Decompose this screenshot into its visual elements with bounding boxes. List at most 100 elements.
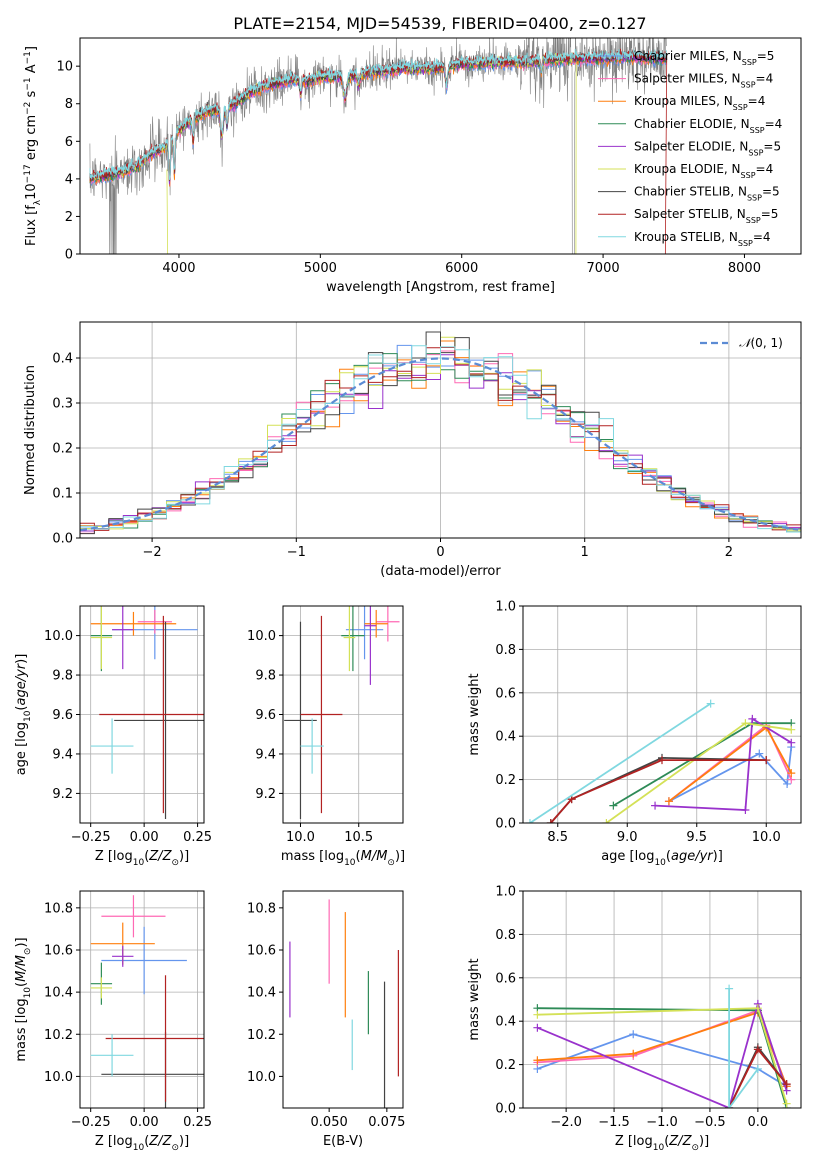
errorbar-point [376,606,400,642]
y-tick-label: 0.6 [495,971,516,986]
errorbar-point [364,606,377,685]
chart-spectrum: 4000 5000 6000 7000 8000 0 2 4 6 8 10 wavelength [A… [23,37,802,295]
weight-marker [782,1099,791,1108]
chart-mass-vs-z: −0.25 0.00 0.25 10.0 10.2 10.4 10.6 10.8 Z [log1… [14,890,212,1153]
weight-series [602,719,796,823]
y-tick-label: 9.2 [255,787,276,802]
weight-marker [706,699,715,708]
y-tick-label: 1.0 [495,600,516,615]
chart-weight-vs-age: 8.5 9.0 9.5 10.0 0.0 0.2 0.4 0.6 0.8 1.0 age [log1… [467,600,802,868]
x-tick-label: 0.00 [130,1115,159,1130]
weight-marker [753,1064,762,1073]
weight-marker [609,801,618,810]
chart-age-vs-z: −0.25 0.00 0.25 9.2 9.4 9.6 9.8 10.0 Z [log10(Z/… [14,605,212,868]
y-tick-label: 8 [65,97,73,112]
weight-marker [787,769,796,778]
y-tick-label: 9.8 [52,669,73,684]
errorbar-point [300,718,324,774]
y-tick-label: 0.0 [495,1102,516,1117]
axes-frame [79,37,802,255]
y-axis-label: Flux [fλ10−17 erg cm−2 s−1 A−1] [23,46,43,246]
errorbar-point [90,1034,134,1077]
x-axis-label: (data-model)/error [380,564,501,579]
x-tick-label: 5000 [304,261,337,276]
axes-frame [522,605,802,824]
y-tick-label: 0.4 [495,1015,516,1030]
weight-marker [664,797,673,806]
y-tick-label: 0.3 [52,397,73,412]
y-tick-label: 0.2 [495,1058,516,1073]
weight-marker [658,756,666,765]
errorbar-point [105,975,204,1102]
weight-marker [753,1004,762,1013]
legend-entry: Chabrier ELODIE, NSSP=4 [634,117,782,135]
weight-marker [755,749,764,758]
y-tick-label: 10.4 [44,986,73,1001]
y-tick-label: 1.0 [495,885,516,900]
y-tick-label: 6 [65,135,73,150]
errorbar-point [343,606,356,672]
y-axis-label: mass weight [467,958,482,1040]
errorbar-point [112,945,134,967]
x-tick-label: 0.075 [368,1115,405,1130]
y-tick-label: 0.2 [495,773,516,788]
x-axis-label: wavelength [Angstrom, rest frame] [326,280,555,295]
legend-entry: Chabrier MILES, NSSP=5 [634,49,774,67]
x-tick-label: 7000 [587,261,620,276]
y-axis-label: age [log10(age/yr)] [14,654,33,776]
x-tick-label: −1.5 [598,1115,630,1130]
y-tick-label: 10.0 [247,629,276,644]
y-tick-label: 10.6 [247,943,276,958]
weight-marker [629,1049,638,1058]
plot-area [89,38,668,254]
x-tick-label: 10.0 [286,830,315,845]
y-tick-label: 10.2 [247,1028,276,1043]
weight-marker [762,756,771,765]
y-tick-label: 0.1 [52,487,73,502]
legend-entry: Kroupa ELODIE, NSSP=4 [634,162,773,180]
y-tick-label: 0.8 [495,643,516,658]
x-tick-label: −2.0 [550,1115,582,1130]
y-tick-label: 10.0 [44,1070,73,1085]
chart-residuals: −2 −1 0 1 2 0.0 0.1 0.2 0.3 0.4 (data-model)/error… [23,321,802,579]
weight-series [664,743,796,806]
errorbar-point [114,621,204,820]
legend-entry: Salpeter MILES, NSSP=4 [634,72,773,90]
weight-series [609,719,796,810]
errorbar-point [101,926,187,995]
y-tick-label: 10.0 [247,1070,276,1085]
x-tick-label: 10.5 [344,830,373,845]
weight-marker [602,819,611,823]
x-tick-label: 10.0 [752,830,781,845]
x-tick-label: 8.5 [547,830,568,845]
weight-series [546,756,771,823]
y-tick-label: 9.6 [255,708,276,723]
plot-area [90,895,204,1108]
weight-marker [629,1030,638,1039]
errorbar-point [137,609,172,634]
legend-entry: Chabrier STELIB, NSSP=5 [634,185,780,203]
y-tick-label: 0.4 [495,730,516,745]
weight-marker [748,714,757,723]
axes-frame [79,890,205,1109]
y-tick-label: 0.0 [495,817,516,832]
y-tick-label: 10.8 [247,901,276,916]
x-tick-label: 6000 [445,261,478,276]
weight-marker [525,819,534,823]
legend-entry: Kroupa STELIB, NSSP=4 [634,230,771,248]
y-tick-label: 10.4 [247,986,276,1001]
x-tick-label: 9.0 [617,830,638,845]
spectrum-model-line [89,48,668,254]
errorbar-point [90,977,113,999]
plot-area [289,899,399,1108]
errorbar-point [90,611,177,636]
chart-age-vs-mass: 10.0 10.5 9.2 9.4 9.6 9.8 10.0 mass [log10(M/M⊙… [247,605,405,868]
weight-series [651,714,796,814]
x-tick-label: −0.25 [71,830,111,845]
y-tick-label: 9.4 [52,747,73,762]
plot-area [284,606,400,820]
y-tick-label: 0.6 [495,686,516,701]
y-axis-label: Normed distribution [23,365,38,495]
y-tick-label: 10.0 [44,629,73,644]
